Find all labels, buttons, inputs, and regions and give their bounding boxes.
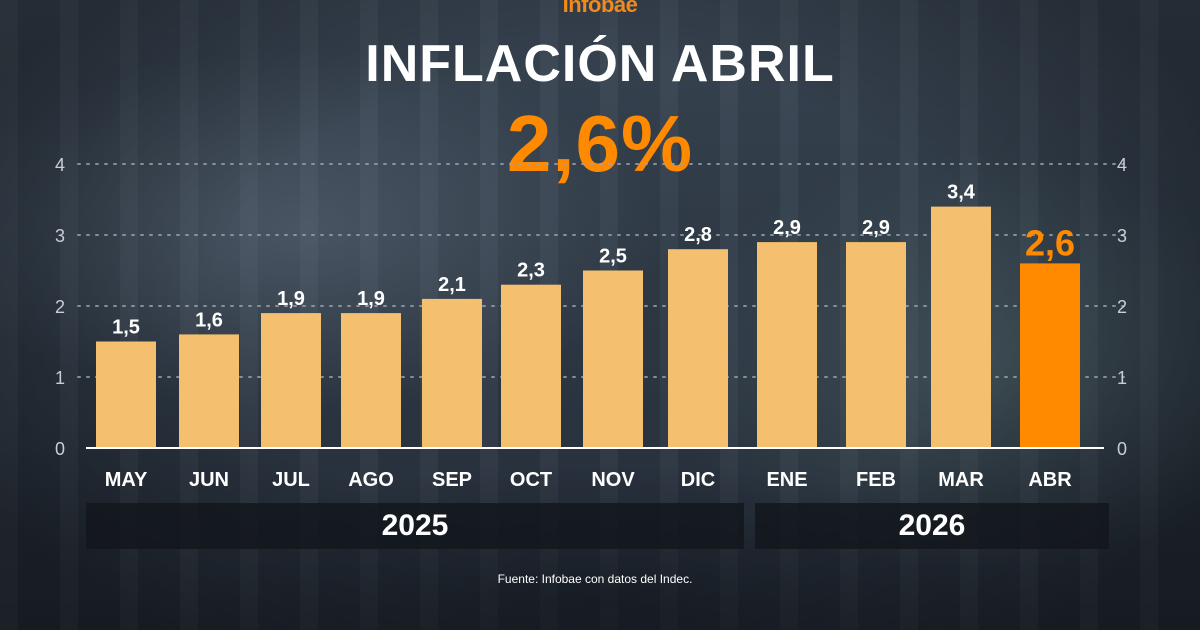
value-label: 2,9 xyxy=(862,217,890,239)
y-tick-label-left: 3 xyxy=(55,226,65,246)
value-label: 1,5 xyxy=(112,317,140,339)
x-tick-label: SEP xyxy=(432,469,472,491)
x-axis-ticks: MAY JUN JUL AGO SEP OCT NOV DIC ENE FEB MAR ABR xyxy=(105,469,1073,491)
x-tick-label: DIC xyxy=(681,469,715,491)
year-group-2025: 2025 xyxy=(86,503,744,549)
value-labels: 1,5 1,6 1,9 1,9 2,1 2,3 2,5 2,8 2,9 2,9 3,4 2,6 xyxy=(112,182,1075,339)
source-note: Fuente: Infobae con datos del Indec. xyxy=(497,572,693,586)
bar-feb xyxy=(846,242,906,448)
year-group-2026: 2026 xyxy=(755,503,1109,549)
bar-jul xyxy=(261,313,321,448)
y-tick-label-right: 2 xyxy=(1117,297,1127,317)
x-tick-label: NOV xyxy=(591,469,635,491)
page-title: INFLACIÓN ABRIL xyxy=(365,35,835,93)
y-tick-label-right: 4 xyxy=(1117,155,1127,175)
bar-dic xyxy=(668,249,728,448)
bar-ago xyxy=(341,313,401,448)
value-label: 2,1 xyxy=(438,274,466,296)
y-tick-label-left: 2 xyxy=(55,297,65,317)
bar-mar xyxy=(931,206,991,448)
y-tick-label-right: 0 xyxy=(1117,439,1127,459)
x-tick-label: MAY xyxy=(105,469,148,491)
bar-oct xyxy=(501,284,561,448)
value-label: 2,5 xyxy=(599,246,627,268)
value-label: 1,6 xyxy=(195,309,223,331)
bar-nov xyxy=(583,270,643,448)
y-tick-label-left: 1 xyxy=(55,368,65,388)
x-tick-label: ABR xyxy=(1028,469,1072,491)
bar-ene xyxy=(757,242,817,448)
y-tick-label-right: 1 xyxy=(1117,368,1127,388)
x-tick-label: OCT xyxy=(510,469,552,491)
headline-value: 2,6% xyxy=(506,99,694,188)
y-tick-label-left: 0 xyxy=(55,439,65,459)
value-label: 1,9 xyxy=(357,288,385,310)
value-label: 2,6 xyxy=(1025,222,1075,263)
bars xyxy=(96,206,1080,448)
year-group-label: 2026 xyxy=(898,509,966,542)
x-tick-label: JUN xyxy=(189,469,229,491)
year-group-label: 2025 xyxy=(381,509,449,542)
x-tick-label: MAR xyxy=(938,469,984,491)
bar-sep xyxy=(422,298,482,448)
value-label: 2,9 xyxy=(773,217,801,239)
value-label: 2,8 xyxy=(684,224,712,246)
x-tick-label: AGO xyxy=(348,469,394,491)
value-label: 1,9 xyxy=(277,288,305,310)
y-axis-ticks: 0 0 1 1 2 2 3 3 4 4 xyxy=(55,155,1127,459)
brand-logo: Infobae xyxy=(562,0,638,17)
bar-jun xyxy=(179,334,239,448)
bar-may xyxy=(96,341,156,448)
value-label: 2,3 xyxy=(517,260,545,282)
y-tick-label-right: 3 xyxy=(1117,226,1127,246)
bar-abr xyxy=(1020,263,1080,448)
x-tick-label: ENE xyxy=(766,469,807,491)
x-tick-label: FEB xyxy=(856,469,896,491)
x-tick-label: JUL xyxy=(272,469,310,491)
y-tick-label-left: 4 xyxy=(55,155,65,175)
value-label: 3,4 xyxy=(947,182,976,204)
